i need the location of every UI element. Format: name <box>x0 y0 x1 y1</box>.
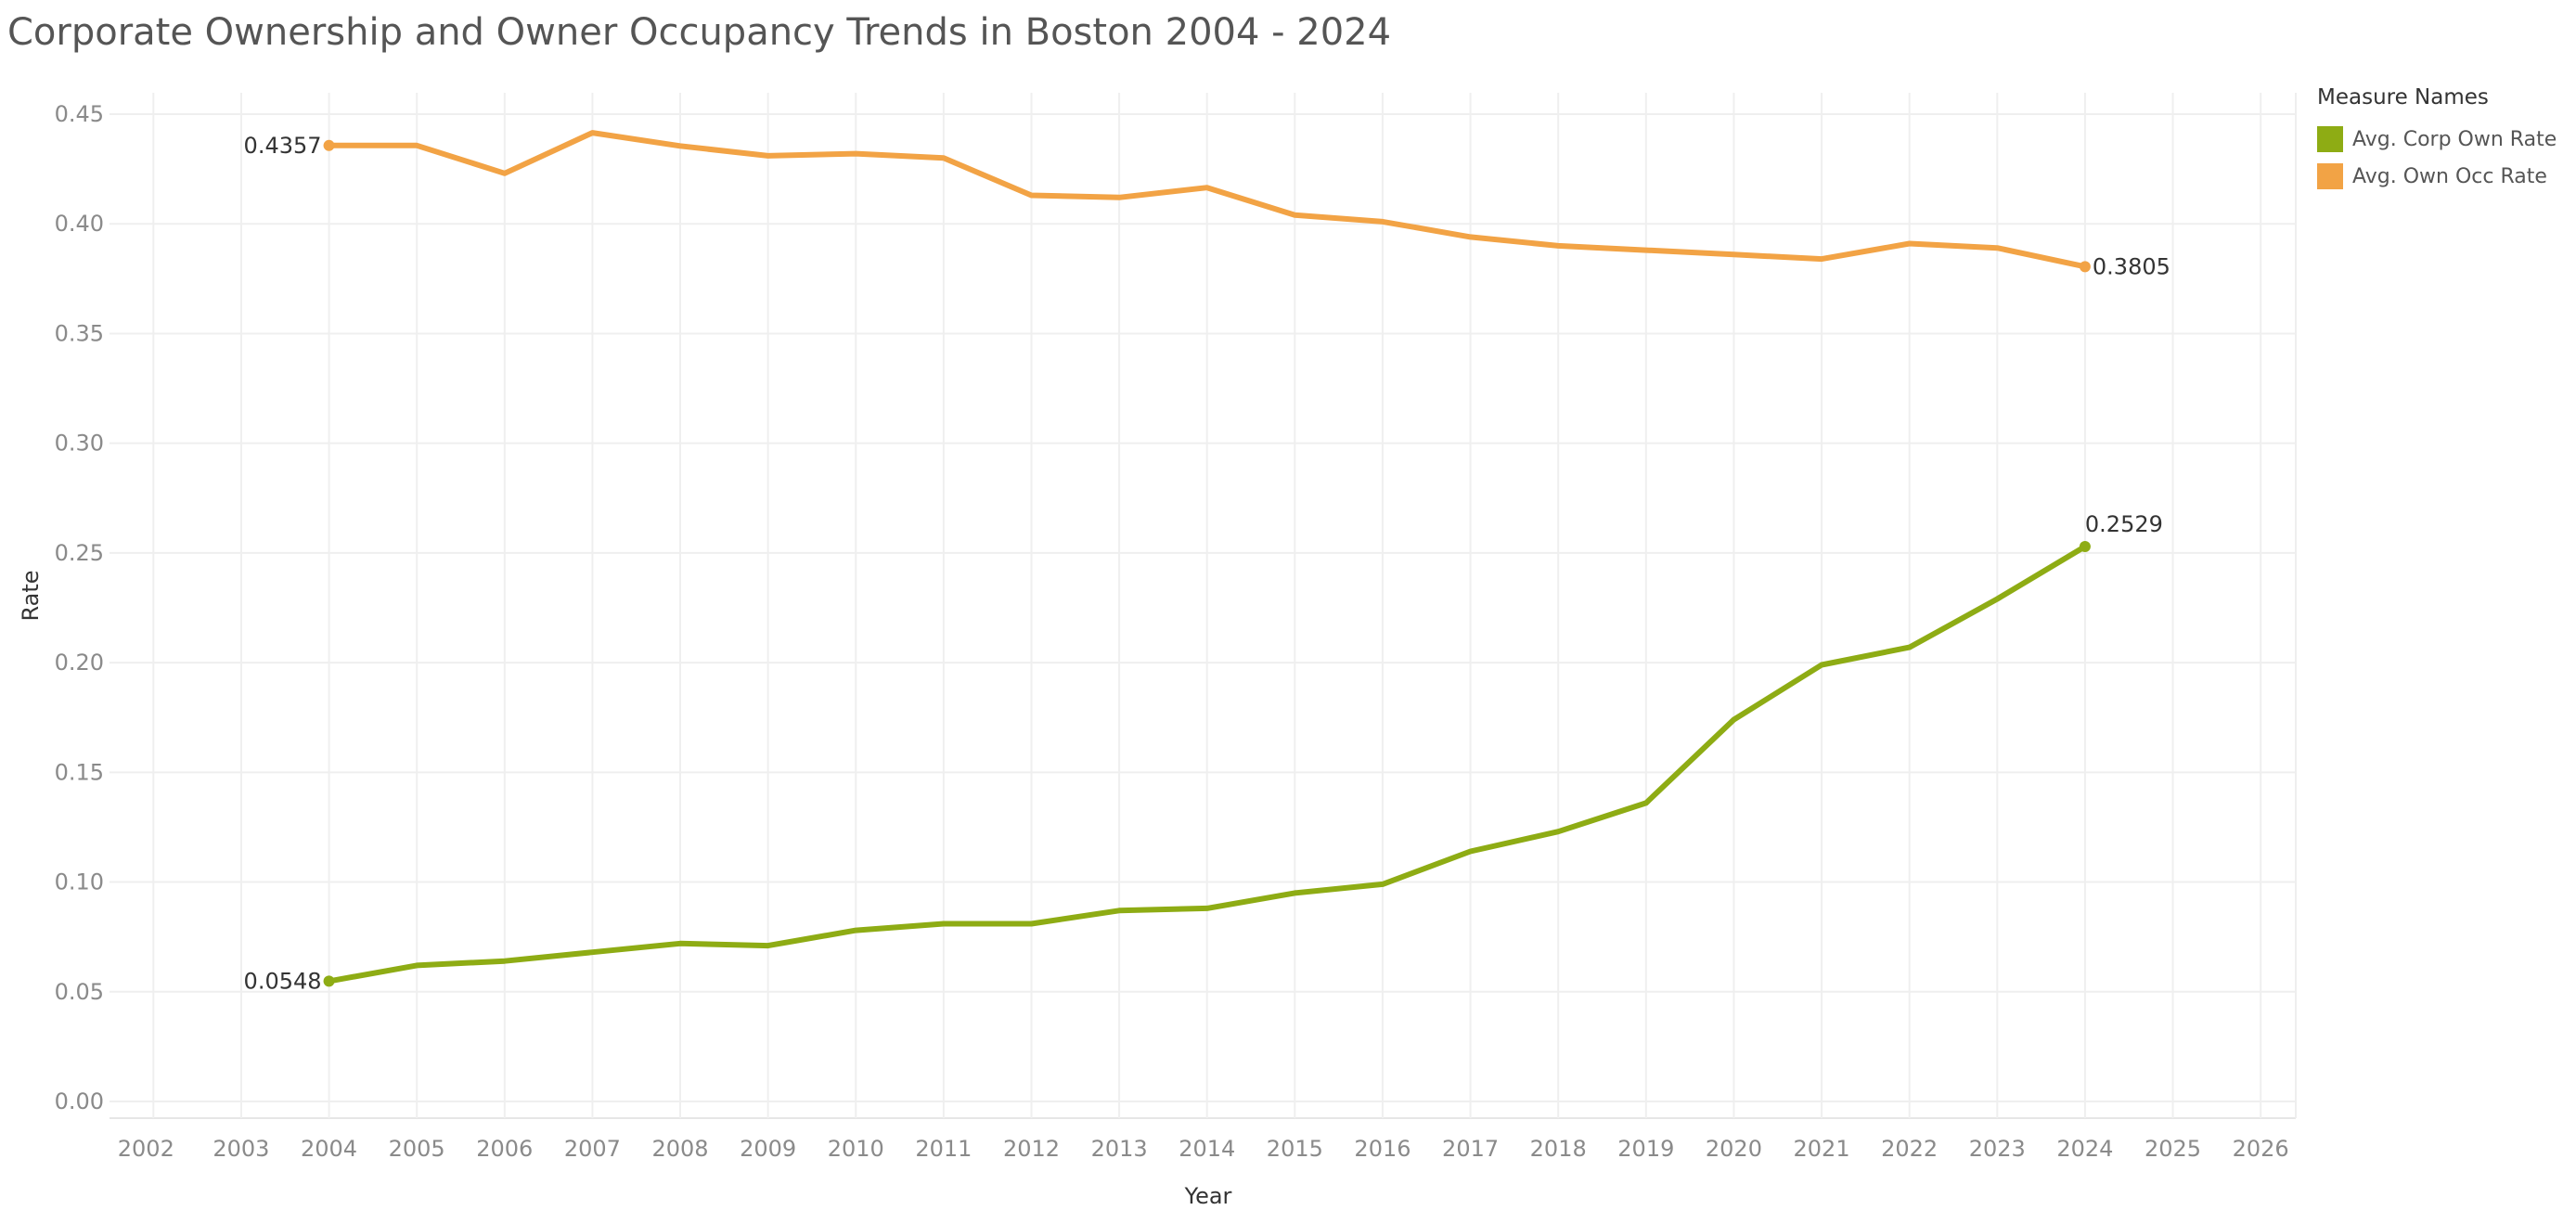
legend-title: Measure Names <box>2317 85 2489 109</box>
series-line-1 <box>326 130 2088 270</box>
endpoint-marker[interactable] <box>2079 261 2091 273</box>
x-tick-label: 2026 <box>2233 1136 2289 1162</box>
x-tick-label: 2025 <box>2145 1136 2201 1162</box>
series-line-0 <box>326 544 2088 985</box>
x-tick-label: 2003 <box>213 1136 269 1162</box>
x-tick-label: 2020 <box>1706 1136 1762 1162</box>
x-tick-label: 2010 <box>828 1136 884 1162</box>
legend-label-corp-own: Avg. Corp Own Rate <box>2352 127 2557 151</box>
legend-swatch-own-occ <box>2317 163 2343 189</box>
x-axis-title: Year <box>1184 1183 1232 1209</box>
legend: Measure Names Avg. Corp Own Rate Avg. Ow… <box>2317 85 2557 195</box>
series-lines <box>326 130 2088 985</box>
x-tick-label: 2014 <box>1179 1136 1235 1162</box>
y-tick-label: 0.40 <box>55 211 104 237</box>
x-tick-label: 2018 <box>1530 1136 1587 1162</box>
y-tick-label: 0.20 <box>55 650 104 676</box>
y-tick-label: 0.45 <box>55 101 104 127</box>
x-tick-label: 2019 <box>1617 1136 1674 1162</box>
x-tick-label: 2004 <box>301 1136 357 1162</box>
x-tick-label: 2006 <box>476 1136 533 1162</box>
data-label: 0.4357 <box>244 133 322 159</box>
x-tick-label: 2021 <box>1794 1136 1850 1162</box>
x-tick-label: 2002 <box>118 1136 174 1162</box>
y-tick-label: 0.30 <box>55 431 104 457</box>
y-tick-label: 0.10 <box>55 869 104 895</box>
x-tick-label: 2023 <box>1969 1136 2026 1162</box>
x-tick-label: 2012 <box>1003 1136 1060 1162</box>
y-tick-label: 0.00 <box>55 1088 104 1114</box>
x-tick-label: 2024 <box>2056 1136 2113 1162</box>
legend-label-own-occ: Avg. Own Occ Rate <box>2352 164 2547 188</box>
data-label: 0.2529 <box>2085 511 2163 537</box>
legend-item-own-occ[interactable]: Avg. Own Occ Rate <box>2317 158 2557 195</box>
x-tick-label: 2015 <box>1267 1136 1323 1162</box>
series-points <box>323 139 2091 987</box>
x-tick-label: 2007 <box>564 1136 621 1162</box>
endpoint-marker[interactable] <box>323 975 335 987</box>
y-tick-label: 0.05 <box>55 979 104 1005</box>
x-tick-label: 2008 <box>651 1136 708 1162</box>
y-tick-label: 0.25 <box>55 540 104 566</box>
data-label: 0.3805 <box>2093 253 2170 279</box>
x-tick-label: 2013 <box>1091 1136 1148 1162</box>
x-tick-label: 2009 <box>740 1136 796 1162</box>
x-tick-label: 2016 <box>1354 1136 1410 1162</box>
legend-item-corp-own[interactable]: Avg. Corp Own Rate <box>2317 121 2557 158</box>
y-axis-ticks: 0.00 0.05 0.10 0.15 0.20 0.25 0.30 0.35 0.40 0.45 <box>55 101 104 1114</box>
x-tick-label: 2022 <box>1881 1136 1938 1162</box>
x-tick-label: 2011 <box>915 1136 972 1162</box>
endpoint-marker[interactable] <box>323 139 335 151</box>
y-tick-label: 0.35 <box>55 320 104 346</box>
x-tick-label: 2017 <box>1442 1136 1499 1162</box>
endpoint-marker[interactable] <box>2079 541 2091 553</box>
y-axis-title: Rate <box>18 570 44 621</box>
x-tick-label: 2005 <box>389 1136 445 1162</box>
data-labels: 0.0548 0.2529 0.4357 0.3805 <box>244 133 2170 995</box>
chart-title: Corporate Ownership and Owner Occupancy … <box>7 11 1392 54</box>
y-tick-label: 0.15 <box>55 759 104 785</box>
x-axis-ticks: 2002 2003 2004 2005 2006 2007 2008 2009 2010 2011… <box>118 1136 2289 1162</box>
legend-swatch-corp-own <box>2317 126 2343 152</box>
data-label: 0.0548 <box>244 968 322 994</box>
